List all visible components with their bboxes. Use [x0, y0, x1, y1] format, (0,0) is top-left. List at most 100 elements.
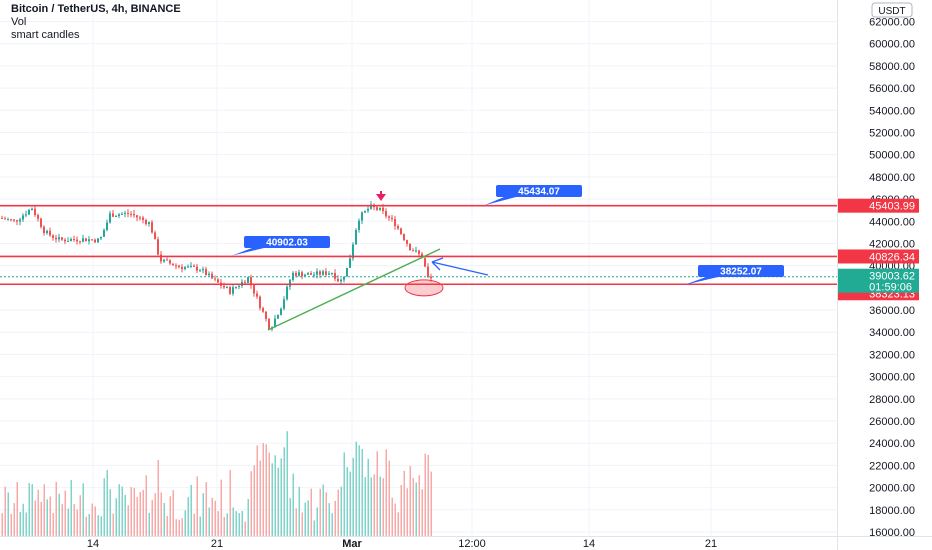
- down-arrow-marker-icon: [376, 194, 386, 201]
- time-tick-label: 14: [583, 538, 595, 550]
- volume-bar: [271, 463, 273, 536]
- volume-bar: [118, 484, 120, 536]
- volume-bar: [298, 486, 300, 536]
- volume-bar: [304, 502, 306, 536]
- volume-bar: [331, 513, 333, 536]
- volume-bar: [106, 469, 108, 536]
- candle-body: [382, 207, 384, 212]
- volume-bar: [268, 452, 270, 536]
- candle-body: [427, 266, 429, 277]
- volume-bar: [187, 497, 189, 536]
- callout-label: 40902.03: [266, 238, 308, 249]
- candle-body: [244, 281, 246, 283]
- volume-bar: [184, 510, 186, 536]
- volume-bar: [10, 513, 12, 536]
- volume-bar: [313, 520, 315, 536]
- volume-bar: [1, 513, 3, 536]
- callout-pointer: [684, 277, 718, 286]
- price-tick-label: 42000.00: [869, 238, 915, 250]
- candle-body: [85, 238, 87, 242]
- candle-body: [166, 259, 168, 261]
- candle-body: [286, 286, 288, 300]
- volume-bar: [91, 503, 93, 536]
- candle-body: [301, 272, 303, 277]
- volume-bar: [379, 476, 381, 536]
- volume-bar: [178, 519, 180, 536]
- volume-bar: [214, 500, 216, 536]
- volume-bar: [400, 484, 402, 536]
- candle-body: [103, 230, 105, 237]
- volume-bar: [310, 488, 312, 536]
- time-axis[interactable]: 14 21 Mar 12:00 14 21: [87, 538, 717, 550]
- candle-body: [355, 229, 357, 245]
- candle-body: [40, 218, 42, 227]
- volume-bar: [409, 466, 411, 536]
- price-tick-label: 58000.00: [869, 61, 915, 73]
- candle-body: [64, 239, 66, 242]
- volume-bar: [109, 489, 111, 536]
- price-tick-label: 50000.00: [869, 150, 915, 162]
- candle-body: [259, 296, 261, 309]
- candle-body: [226, 287, 228, 289]
- volume-bar: [349, 471, 351, 536]
- currency-badge: [871, 2, 913, 18]
- candle-body: [22, 215, 24, 220]
- volume-bar: [325, 492, 327, 536]
- price-axis[interactable]: 62000.00 60000.00 58000.00 56000.00 54000.00…: [838, 2, 919, 539]
- candle-body: [238, 285, 240, 287]
- volume-bar: [58, 493, 60, 536]
- volume-bar: [292, 473, 294, 536]
- candle-body: [379, 207, 381, 210]
- volume-bar: [388, 460, 390, 536]
- candle-body: [268, 318, 270, 330]
- candle-body: [196, 266, 198, 271]
- price-tick-label: 36000.00: [869, 305, 915, 317]
- candle-body: [28, 210, 30, 215]
- volume-bar: [193, 513, 195, 536]
- candle-body: [82, 238, 84, 242]
- candle-body: [91, 239, 93, 241]
- candle-body: [229, 287, 231, 294]
- volume-bar: [22, 503, 24, 536]
- chart-drawings: [267, 191, 489, 331]
- level-price-label: 40826.34: [869, 251, 915, 263]
- candle-body: [235, 286, 237, 288]
- volume-bar: [208, 507, 210, 536]
- volume-bar: [337, 489, 339, 536]
- candle-body: [430, 276, 432, 279]
- candle-body: [214, 278, 216, 280]
- volume-bar: [4, 486, 6, 536]
- volume-bar: [46, 499, 48, 536]
- candle-body: [331, 272, 333, 274]
- candle-body: [70, 239, 72, 241]
- price-tick-label: 26000.00: [869, 416, 915, 428]
- candle-body: [124, 212, 126, 214]
- candle-body: [418, 250, 420, 254]
- candle-body: [16, 220, 18, 222]
- callout-box: [244, 236, 330, 248]
- volume-bar: [55, 481, 57, 536]
- arrow-head-icon: [431, 257, 444, 271]
- volume-bar: [70, 480, 72, 536]
- volume-bar: [427, 454, 429, 536]
- candle-body: [424, 258, 426, 267]
- candle-body: [400, 228, 402, 235]
- volume-bar: [31, 484, 33, 536]
- candle-body: [193, 265, 195, 267]
- candle-body: [202, 269, 204, 271]
- candle-body: [265, 311, 267, 319]
- candle-body: [376, 207, 378, 210]
- candle-body: [76, 239, 78, 242]
- candle-body: [118, 214, 120, 217]
- volume-bar: [13, 503, 15, 536]
- price-tick-label: 44000.00: [869, 216, 915, 228]
- candle-body: [343, 276, 345, 280]
- candle-body: [100, 236, 102, 239]
- candle-body: [403, 234, 405, 241]
- candle-body: [310, 273, 312, 275]
- callout-label: 45434.07: [518, 187, 560, 198]
- candle-body: [307, 273, 309, 275]
- candle-body: [349, 258, 351, 268]
